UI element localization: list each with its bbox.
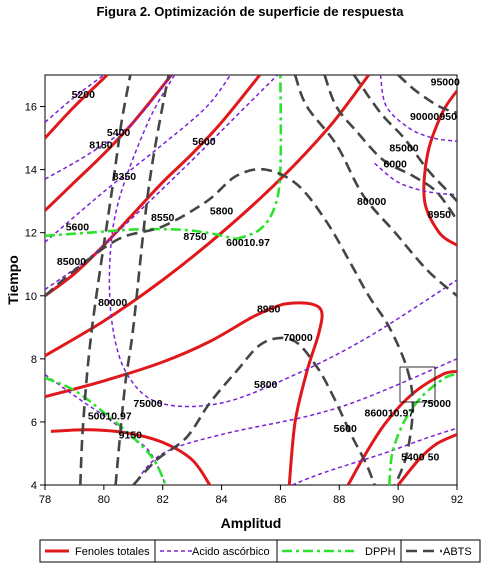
y-tick-label-0: 4	[31, 480, 37, 492]
legend: Fenoles totales Acido ascórbico DPPH ABTS	[39, 539, 481, 563]
contour-line-abts-1	[114, 75, 170, 485]
contour-label-6: 5800	[210, 206, 234, 218]
contour-label-15: 75000	[133, 398, 162, 410]
contour-label-28: 80000	[357, 196, 386, 208]
contour-line-fenoles-totales-1	[45, 307, 273, 399]
contour-label-19: 860010.97	[364, 407, 414, 419]
x-tick-label-4: 86	[274, 494, 286, 506]
x-tick-label-0: 78	[39, 494, 51, 506]
contour-line-fenoles-totales-5	[45, 75, 173, 212]
contour-line-dpph-3	[388, 373, 457, 485]
contour-line-acido-asc-rbico-1	[45, 75, 173, 180]
y-axis-ticks: 4 6 8 10 12 14 16	[25, 102, 45, 492]
contour-line-fenoles-totales-7	[346, 370, 457, 485]
contour-line-abts-7	[293, 75, 457, 297]
contour-line-fenoles-totales-2	[271, 301, 324, 485]
contour-label-9: 60010.97	[226, 237, 270, 249]
y-tick-label-6: 16	[25, 102, 37, 114]
contour-line-abts-4	[323, 75, 457, 221]
y-tick-label-4: 12	[25, 228, 37, 240]
contour-line-acido-asc-rbico-9	[374, 162, 457, 196]
legend-label-0: Fenoles totales	[75, 546, 150, 558]
contour-label-7: 5600	[66, 221, 90, 233]
contour-line-abts-5	[352, 75, 457, 203]
legend-label-2: DPPH	[365, 546, 396, 558]
x-tick-label-3: 84	[215, 494, 227, 506]
y-axis-label: Tiempo	[5, 255, 21, 305]
contour-line-dpph-2	[45, 376, 167, 485]
contour-line-acido-asc-rbico-2	[45, 75, 232, 243]
contour-label-12: 8950	[257, 303, 281, 315]
contour-label-14: 5800	[254, 379, 278, 391]
contour-label-26: 85000	[389, 143, 418, 155]
contour-label-29: 8950	[428, 209, 452, 221]
contour-label-24: 90000	[410, 111, 439, 123]
x-tick-label-1: 80	[98, 494, 110, 506]
contour-line-dpph-0	[45, 227, 237, 241]
y-tick-label-5: 14	[25, 165, 37, 177]
contour-label-16: 50010.97	[88, 411, 132, 423]
y-tick-label-2: 8	[31, 354, 37, 366]
y-tick-label-3: 10	[25, 291, 37, 303]
contour-line-acido-asc-rbico-0	[45, 75, 105, 123]
contour-label-3: 5600	[192, 136, 216, 148]
contour-label-17: 9150	[119, 430, 143, 442]
contour-line-acido-asc-rbico-7	[291, 427, 457, 485]
contour-line-abts-6	[397, 75, 457, 115]
legend-label-3: ABTS	[443, 546, 472, 558]
contour-label-0: 5200	[72, 89, 96, 101]
contour-line-abts-2	[45, 167, 415, 485]
contour-line-acido-asc-rbico-6	[132, 358, 457, 485]
x-tick-label-6: 90	[392, 494, 404, 506]
y-tick-label-1: 6	[31, 417, 37, 429]
x-tick-label-5: 88	[333, 494, 345, 506]
contour-label-1: 5400	[107, 127, 131, 139]
contour-label-20: 75000	[422, 398, 451, 410]
x-axis-label: Amplitud	[221, 515, 282, 531]
contour-label-27: 6000	[384, 158, 408, 170]
contour-label-21: 5400	[401, 452, 425, 464]
x-axis-ticks: 78 80 82 84 86 88 90 92	[39, 485, 463, 506]
contour-label-4: 8350	[113, 171, 137, 183]
x-tick-label-7: 92	[451, 494, 463, 506]
contour-line-abts-3	[132, 336, 376, 485]
contour-label-10: 85000	[57, 256, 86, 268]
contour-label-13: 70000	[283, 332, 312, 344]
contour-label-2: 8150	[89, 139, 113, 151]
contour-line-fenoles-totales-6	[45, 75, 109, 140]
chart-title: Figura 2. Optimización de superficie de …	[96, 4, 404, 19]
contour-label-23: 95000	[431, 76, 460, 88]
contour-label-11: 80000	[98, 297, 127, 309]
contour-label-22: 50	[428, 452, 440, 464]
contour-line-acido-asc-rbico-8	[379, 75, 457, 142]
contour-line-fenoles-totales-0	[50, 428, 212, 485]
contour-lines	[45, 75, 457, 485]
highlight-box	[399, 366, 436, 403]
contour-line-dpph-1	[235, 75, 283, 241]
contour-line-fenoles-totales-8	[396, 433, 457, 485]
contour-label-25: 950	[439, 111, 457, 123]
x-tick-label-2: 82	[157, 494, 169, 506]
contour-label-5: 8550	[151, 212, 175, 224]
contour-label-8: 8750	[183, 231, 207, 243]
contour-line-abts-0	[79, 75, 132, 485]
contour-label-18: 5600	[333, 423, 357, 435]
contour-line-fenoles-totales-9	[422, 89, 457, 247]
legend-label-1: Acido ascórbico	[192, 546, 270, 558]
contour-line-fenoles-totales-3	[45, 75, 370, 357]
contour-line-acido-asc-rbico-4	[108, 75, 457, 408]
legend-box	[39, 539, 481, 563]
